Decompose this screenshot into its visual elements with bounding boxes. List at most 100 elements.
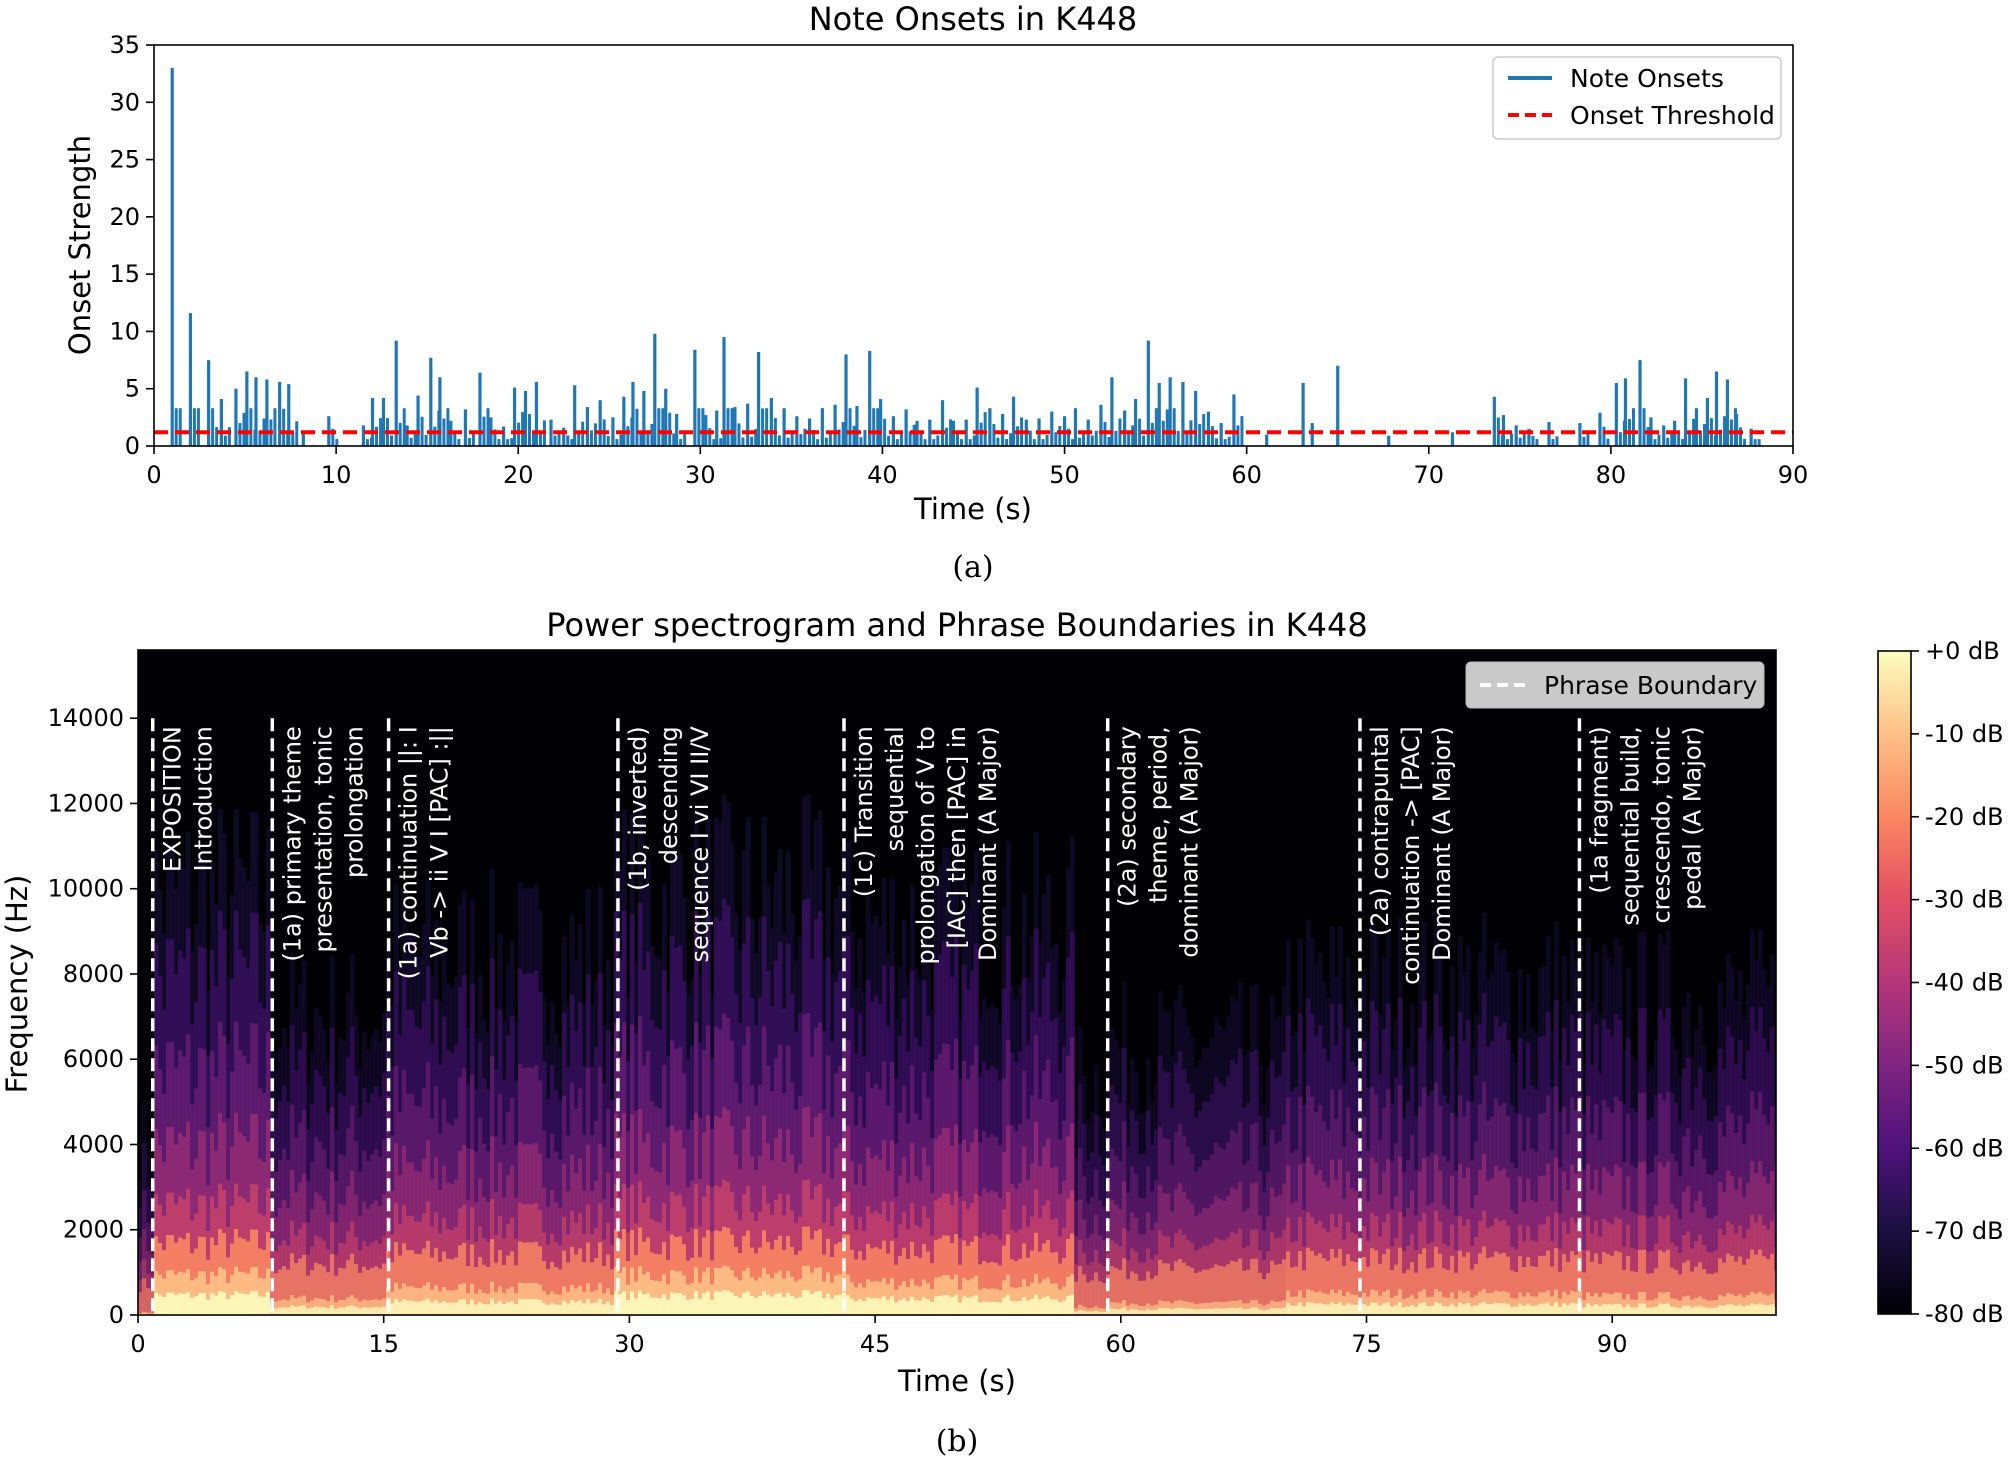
spectrogram-cell bbox=[1742, 1264, 1747, 1315]
spectrogram-cell bbox=[1522, 1089, 1527, 1315]
spectrogram-cell bbox=[1190, 1037, 1195, 1315]
spectrogram-cell bbox=[570, 994, 575, 1315]
spectrogram-cell bbox=[1606, 1107, 1611, 1315]
spectrogram-cell bbox=[1090, 1280, 1095, 1315]
spectrogram-cell bbox=[1242, 1107, 1247, 1315]
spectrogram-cell bbox=[1702, 1099, 1707, 1315]
spectrogram-cell bbox=[1298, 1096, 1303, 1315]
spectrogram-cell bbox=[1482, 1301, 1487, 1315]
spectrogram-cell bbox=[1346, 1028, 1351, 1315]
spectrogram-cell bbox=[426, 879, 431, 1315]
spectrogram-cell bbox=[442, 942, 447, 1315]
spectrogram-cell bbox=[806, 1265, 811, 1315]
spectrogram-cell bbox=[1266, 1216, 1271, 1315]
spectrogram-cell bbox=[446, 1302, 451, 1315]
spectrogram-cell bbox=[1598, 1263, 1603, 1315]
spectrogram-cell bbox=[1230, 1307, 1235, 1315]
spectrogram-cell bbox=[466, 1266, 471, 1315]
spectrogram-cell bbox=[590, 1190, 595, 1315]
spectrogram-cell bbox=[1610, 1113, 1615, 1315]
spectrogram-cell bbox=[1694, 1306, 1699, 1315]
phrase-annotation-line: Introduction bbox=[190, 726, 218, 871]
spectrogram-cell bbox=[1514, 1271, 1519, 1315]
spectrogram-cell bbox=[458, 1299, 463, 1315]
spectrogram-cell bbox=[402, 892, 407, 1315]
spectrogram-cell bbox=[346, 1128, 351, 1315]
spectrogram-cell bbox=[1594, 1169, 1599, 1315]
spectrogram-cell bbox=[1134, 1217, 1139, 1315]
colorbar-tick-label: -20 dB bbox=[1925, 803, 2004, 831]
spectrogram-cell bbox=[1494, 1251, 1499, 1315]
spectrogram-cell bbox=[1722, 1007, 1727, 1315]
spectrogram-cell bbox=[1162, 1071, 1167, 1315]
spectrogram-cell bbox=[1722, 1296, 1727, 1315]
spectrogram-cell bbox=[1162, 1193, 1167, 1315]
spectrogram-cell bbox=[1178, 1258, 1183, 1315]
spectrogram-cell bbox=[1190, 1204, 1195, 1315]
spectrogram-cell bbox=[1374, 1302, 1379, 1315]
spectrogram-cell bbox=[1434, 1246, 1439, 1315]
spectrogram-cell bbox=[454, 1257, 459, 1315]
spectrogram-cell bbox=[162, 1296, 167, 1315]
spectrogram-cell bbox=[1310, 1096, 1315, 1315]
spectrogram-cell bbox=[378, 1042, 383, 1315]
colorbar-tick-label: -30 dB bbox=[1925, 886, 2004, 914]
spectrogram-cell bbox=[538, 1153, 543, 1315]
spectrogram-cell bbox=[958, 1302, 963, 1315]
spectrogram-cell bbox=[470, 983, 475, 1315]
colorbar: +0 dB-10 dB-20 dB-30 dB-40 dB-50 dB-60 d… bbox=[1877, 637, 2004, 1328]
spectrogram-cell bbox=[1554, 999, 1559, 1315]
spectrogram-cell bbox=[1586, 1163, 1591, 1315]
spectrogram-cell bbox=[266, 1291, 271, 1315]
phrase-annotation-line: descending bbox=[655, 726, 683, 864]
spectrogram-cell bbox=[1106, 1309, 1111, 1315]
spectrogram-cell bbox=[490, 868, 495, 1315]
spectrogram-cell bbox=[1758, 1091, 1763, 1315]
plot-frame bbox=[153, 44, 1794, 447]
spectrogram-cell bbox=[1594, 951, 1599, 1315]
spectrogram-cell bbox=[1426, 1268, 1431, 1315]
spectrogram-cell bbox=[1486, 1304, 1491, 1315]
spectrogram-cell bbox=[1730, 1294, 1735, 1315]
spectrogram-cell bbox=[1674, 1299, 1679, 1315]
spectrogram-cell bbox=[1102, 1206, 1107, 1315]
spectrogram-cell bbox=[1518, 1176, 1523, 1315]
spectrogram-cell bbox=[158, 1294, 163, 1315]
spectrogram-cell bbox=[1698, 1305, 1703, 1315]
spectrogram-cell bbox=[1678, 1075, 1683, 1315]
spectrogram-cell bbox=[1426, 1156, 1431, 1315]
spectrogram-cell bbox=[582, 1262, 587, 1315]
legend: Note Onsets Onset Threshold bbox=[1492, 56, 1782, 140]
spectrogram-cell bbox=[1690, 1058, 1695, 1315]
spectrogram-cell bbox=[1566, 1190, 1571, 1315]
spectrogram-cell bbox=[1570, 1302, 1575, 1315]
spectrogram-cell bbox=[310, 1103, 315, 1315]
spectrogram-cell bbox=[1638, 932, 1643, 1315]
spectrogram-cell bbox=[1546, 936, 1551, 1315]
spectrogram-cell bbox=[790, 1276, 795, 1315]
spectrogram-cell bbox=[514, 1080, 519, 1315]
spectrogram-cell bbox=[1506, 1040, 1511, 1315]
spectrogram-cell bbox=[546, 1294, 551, 1315]
spectrogram-cell bbox=[490, 1298, 495, 1315]
spectrogram-cell bbox=[1670, 1092, 1675, 1315]
spectrogram-cell bbox=[422, 1300, 427, 1315]
spectrogram-cell bbox=[1046, 1240, 1051, 1315]
spectrogram-cell bbox=[1230, 1059, 1235, 1315]
spectrogram-cell bbox=[1086, 1203, 1091, 1315]
spectrogram-cell bbox=[1494, 1302, 1499, 1315]
spectrogram-cell bbox=[298, 1305, 303, 1315]
spectrogram-cell bbox=[914, 1300, 919, 1315]
spectrogram-cell bbox=[410, 1009, 415, 1315]
spectrogram-cell bbox=[1270, 996, 1275, 1315]
spectrogram-cell bbox=[1694, 1087, 1699, 1315]
spectrogram-cell bbox=[1502, 949, 1507, 1315]
spectrogram-cell bbox=[1094, 1310, 1099, 1315]
y-tick-label: 25 bbox=[109, 146, 140, 174]
spectrogram-cell bbox=[1474, 1305, 1479, 1315]
spectrogram-cell bbox=[1110, 1027, 1115, 1315]
spectrogram-cell bbox=[502, 1144, 507, 1315]
spectrogram-cell bbox=[1194, 1216, 1199, 1315]
spectrogram-cell bbox=[594, 1047, 599, 1315]
spectrogram-cell bbox=[1566, 1133, 1571, 1315]
